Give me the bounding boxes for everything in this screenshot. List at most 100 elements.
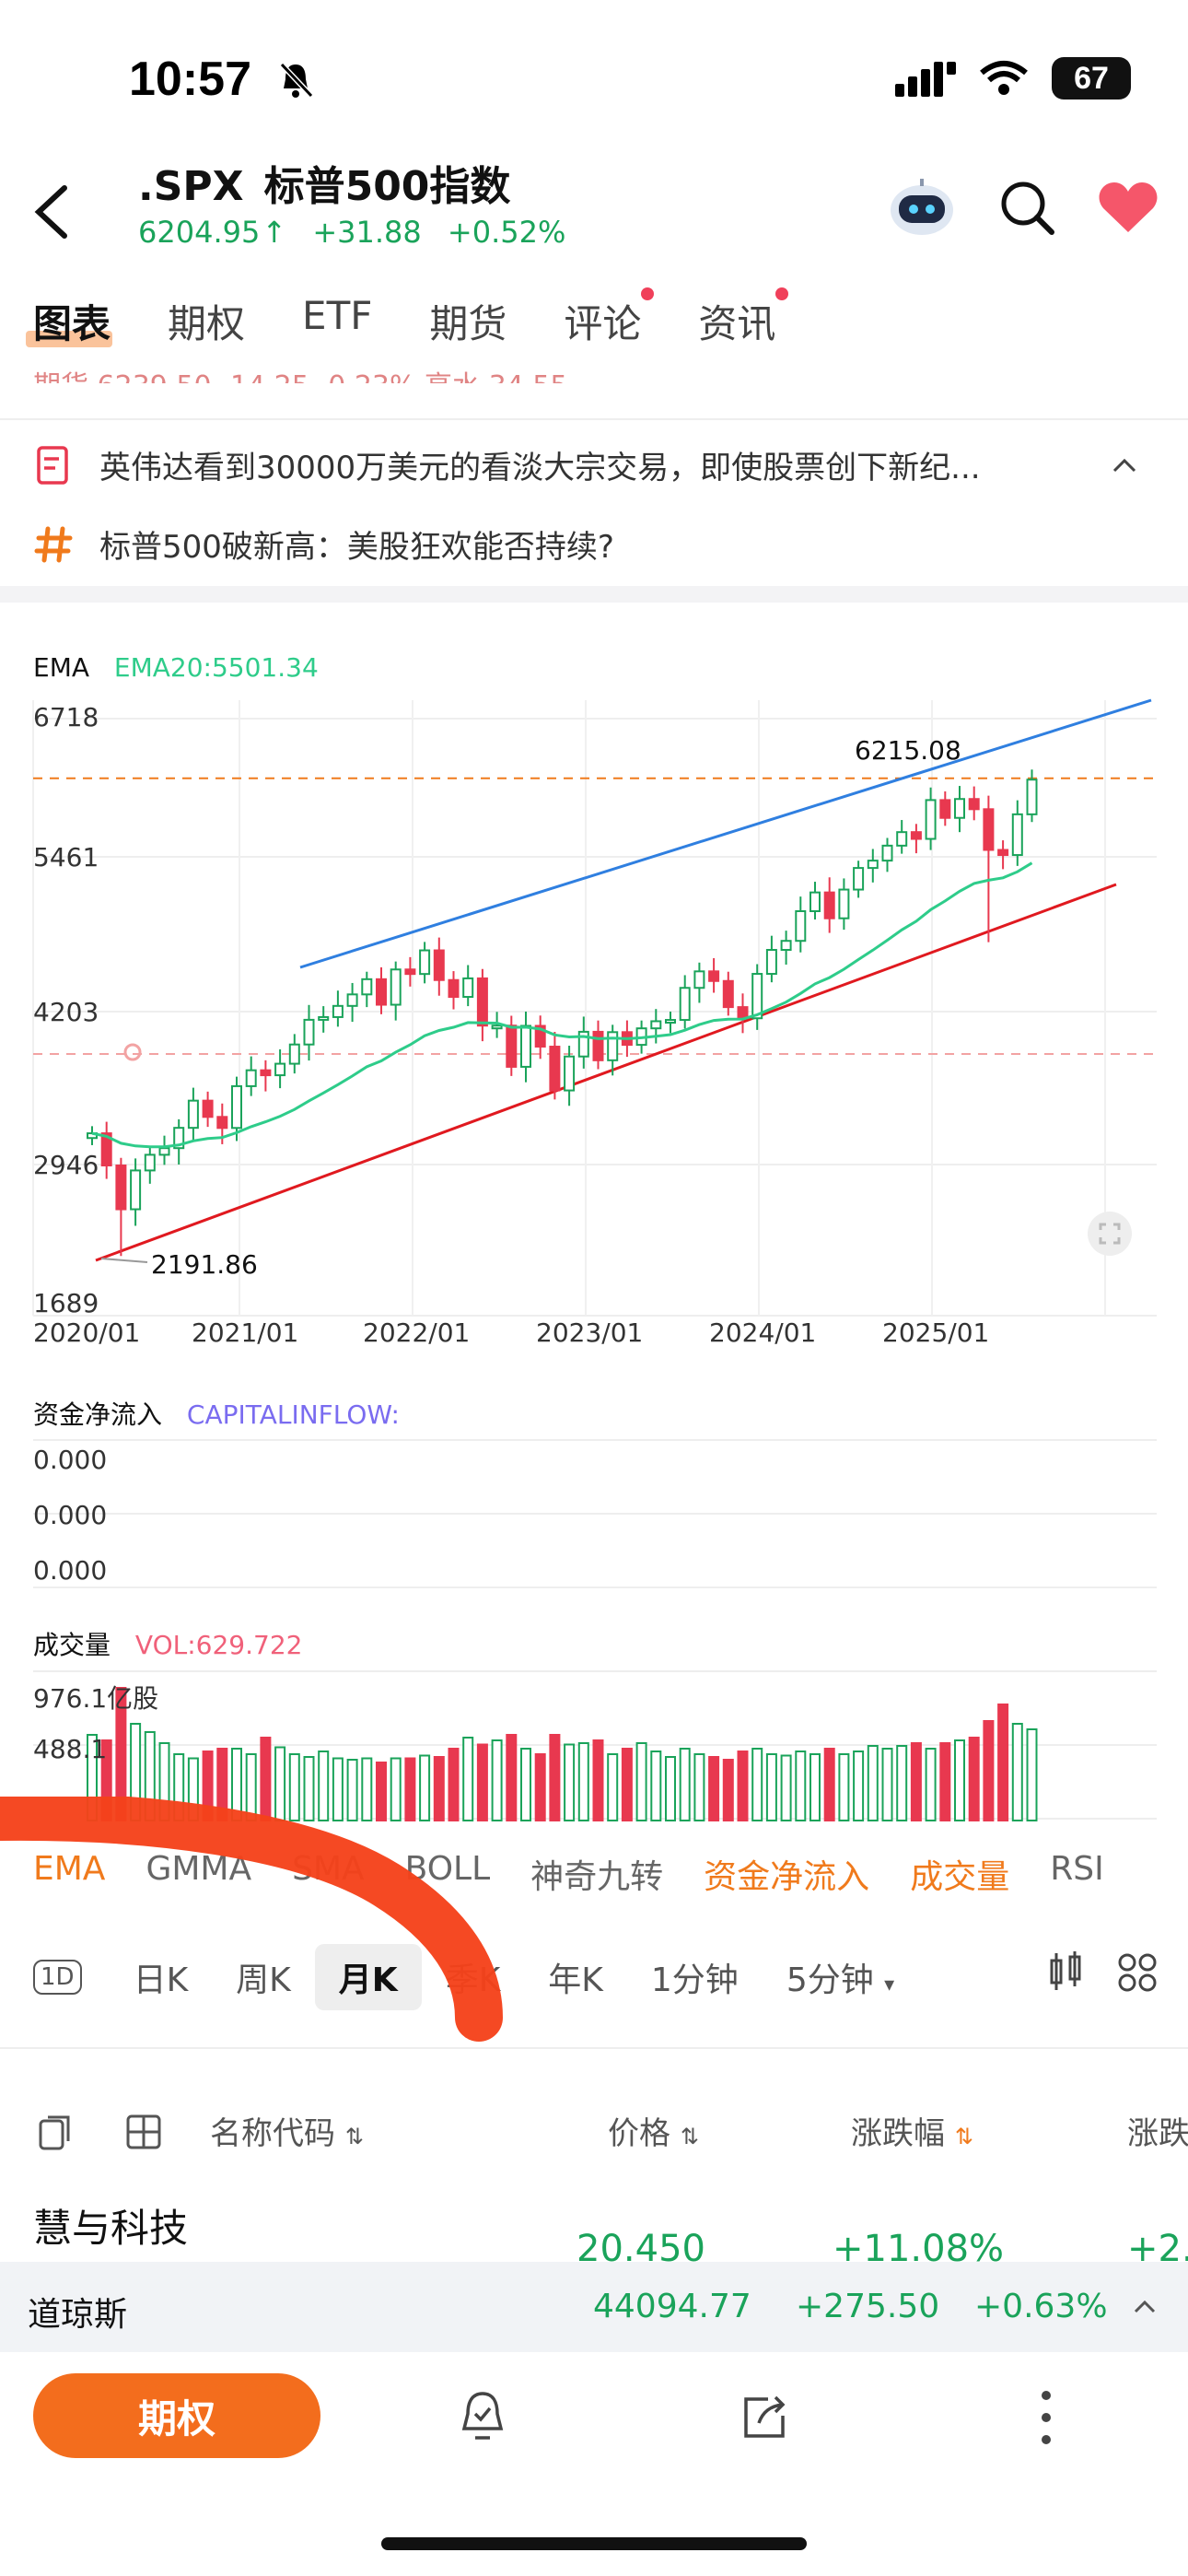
fullscreen-icon[interactable] bbox=[1087, 1211, 1133, 1257]
symbol: .SPX bbox=[138, 163, 244, 210]
period-month[interactable]: 月K bbox=[314, 1944, 422, 2010]
chip-rsi[interactable]: RSI bbox=[1050, 1850, 1104, 1888]
volume-bar bbox=[867, 1745, 879, 1821]
candle bbox=[708, 958, 720, 993]
volume-bar bbox=[318, 1751, 330, 1821]
favorite-heart-icon[interactable] bbox=[1096, 179, 1160, 236]
volume-bar bbox=[954, 1739, 965, 1821]
chip-td9[interactable]: 神奇九转 bbox=[530, 1858, 664, 1896]
candle-style-icon[interactable] bbox=[1048, 1951, 1085, 1992]
candle bbox=[318, 1006, 330, 1033]
candle bbox=[100, 1121, 112, 1179]
candle bbox=[577, 1016, 589, 1069]
row-stock-name[interactable]: 慧与科技 bbox=[33, 2206, 189, 2251]
copy-icon[interactable] bbox=[37, 2112, 74, 2152]
notification-dot bbox=[641, 287, 655, 300]
alert-bell-icon bbox=[123, 1043, 142, 1061]
period-1min[interactable]: 1分钟 bbox=[650, 1961, 739, 1999]
volume-tick: 488.1 bbox=[33, 1734, 108, 1764]
section-tabs: 图表 期权 ETF 期货 评论 资讯 bbox=[25, 287, 789, 349]
more-icon[interactable] bbox=[1037, 2388, 1055, 2447]
volume-bar bbox=[650, 1751, 662, 1821]
candle bbox=[1026, 769, 1038, 823]
period-5min[interactable]: 5分钟 ▾ bbox=[786, 1961, 895, 1999]
options-button[interactable]: 期权 bbox=[33, 2373, 320, 2458]
news-item[interactable]: 英伟达看到30000万美元的看淡大宗交易，即使股票创下新纪... bbox=[33, 442, 1157, 487]
candle bbox=[838, 878, 850, 931]
capital-label: 资金净流入 bbox=[33, 1399, 163, 1430]
col-name[interactable]: 名称代码 ⇅ bbox=[210, 2115, 364, 2152]
ema20-line bbox=[91, 861, 1033, 1149]
volume-bar bbox=[592, 1739, 604, 1821]
volume-bar bbox=[838, 1753, 850, 1821]
chevron-up-icon[interactable] bbox=[1111, 456, 1138, 474]
volume-bar bbox=[635, 1742, 647, 1821]
layout-grid-icon[interactable] bbox=[125, 2113, 162, 2150]
volume-bar bbox=[419, 1754, 431, 1821]
share-icon[interactable] bbox=[737, 2390, 792, 2445]
candle bbox=[867, 849, 879, 883]
candle bbox=[476, 968, 488, 1042]
tab-news[interactable]: 资讯 bbox=[698, 287, 789, 349]
period-week[interactable]: 周K bbox=[236, 1961, 291, 1999]
candle bbox=[954, 786, 965, 833]
candle bbox=[404, 956, 416, 987]
search-icon[interactable] bbox=[998, 179, 1055, 236]
tab-options[interactable]: 期权 bbox=[168, 301, 246, 346]
candle bbox=[520, 1012, 531, 1083]
volume-bar bbox=[549, 1734, 561, 1821]
capital-tick: 0.000 bbox=[33, 1555, 108, 1586]
ticker-change-pct: +0.63% bbox=[974, 2288, 1108, 2325]
volume-bar bbox=[462, 1737, 474, 1821]
volume-bar bbox=[765, 1753, 777, 1821]
col-change[interactable]: 涨跌 bbox=[1127, 2115, 1188, 2152]
grid-menu-icon[interactable] bbox=[1118, 1953, 1157, 1992]
header-actions bbox=[886, 175, 1160, 240]
candle bbox=[881, 837, 893, 872]
volume-bar bbox=[795, 1751, 807, 1821]
futures-quote-line: 期货 6239.50 -14.25 -0.23% 高水 34.55 bbox=[33, 363, 1138, 383]
candle bbox=[823, 877, 835, 933]
candle bbox=[853, 861, 865, 898]
price-chart[interactable] bbox=[0, 682, 1188, 1317]
topic-item[interactable]: 标普500破新高：美股狂欢能否持续? bbox=[33, 521, 1157, 567]
volume-bar bbox=[665, 1756, 676, 1821]
tab-chart[interactable]: 图表 bbox=[25, 293, 113, 349]
chip-volume[interactable]: 成交量 bbox=[910, 1858, 1010, 1896]
col-price[interactable]: 价格 ⇅ bbox=[608, 2115, 699, 2152]
period-day[interactable]: 日K bbox=[133, 1961, 189, 1999]
high-label: 6215.08 bbox=[855, 735, 961, 766]
candle bbox=[564, 1045, 576, 1107]
col-change-pct[interactable]: 涨跌幅 ⇅ bbox=[851, 2115, 973, 2152]
candle bbox=[997, 840, 1009, 870]
tab-comments[interactable]: 评论 bbox=[564, 287, 655, 349]
document-icon bbox=[37, 445, 68, 485]
chevron-up-icon[interactable] bbox=[1133, 2299, 1157, 2315]
wifi-icon bbox=[980, 61, 1028, 95]
volume-bar bbox=[376, 1762, 387, 1821]
capital-sub: CAPITALINFLOW: bbox=[186, 1399, 400, 1430]
robot-assistant-icon[interactable] bbox=[886, 175, 958, 240]
period-1d[interactable]: 1D bbox=[33, 1960, 82, 1995]
candle bbox=[968, 786, 980, 821]
price-change-pct: +0.52% bbox=[447, 215, 566, 250]
chip-ema[interactable]: EMA bbox=[33, 1850, 106, 1888]
volume-bar bbox=[925, 1748, 937, 1821]
candle bbox=[448, 971, 460, 1010]
candle bbox=[303, 1004, 315, 1061]
volume-bar bbox=[910, 1742, 922, 1821]
back-icon[interactable] bbox=[28, 175, 83, 249]
tab-etf[interactable]: ETF bbox=[302, 293, 373, 338]
volume-bar bbox=[332, 1757, 344, 1821]
candle bbox=[650, 1009, 662, 1044]
volume-bar bbox=[433, 1756, 445, 1821]
tab-futures[interactable]: 期货 bbox=[429, 301, 507, 346]
index-ticker-bar[interactable]: 道琼斯 44094.77 +275.50 +0.63% bbox=[0, 2262, 1188, 2352]
candle bbox=[1011, 800, 1023, 866]
candle bbox=[87, 1126, 98, 1145]
chip-capital-inflow[interactable]: 资金净流入 bbox=[704, 1858, 870, 1896]
x-tick: 2022/01 bbox=[363, 1317, 471, 1348]
volume-bar bbox=[476, 1743, 488, 1821]
alert-bell-icon[interactable] bbox=[455, 2388, 510, 2447]
period-year[interactable]: 年K bbox=[548, 1961, 603, 1999]
